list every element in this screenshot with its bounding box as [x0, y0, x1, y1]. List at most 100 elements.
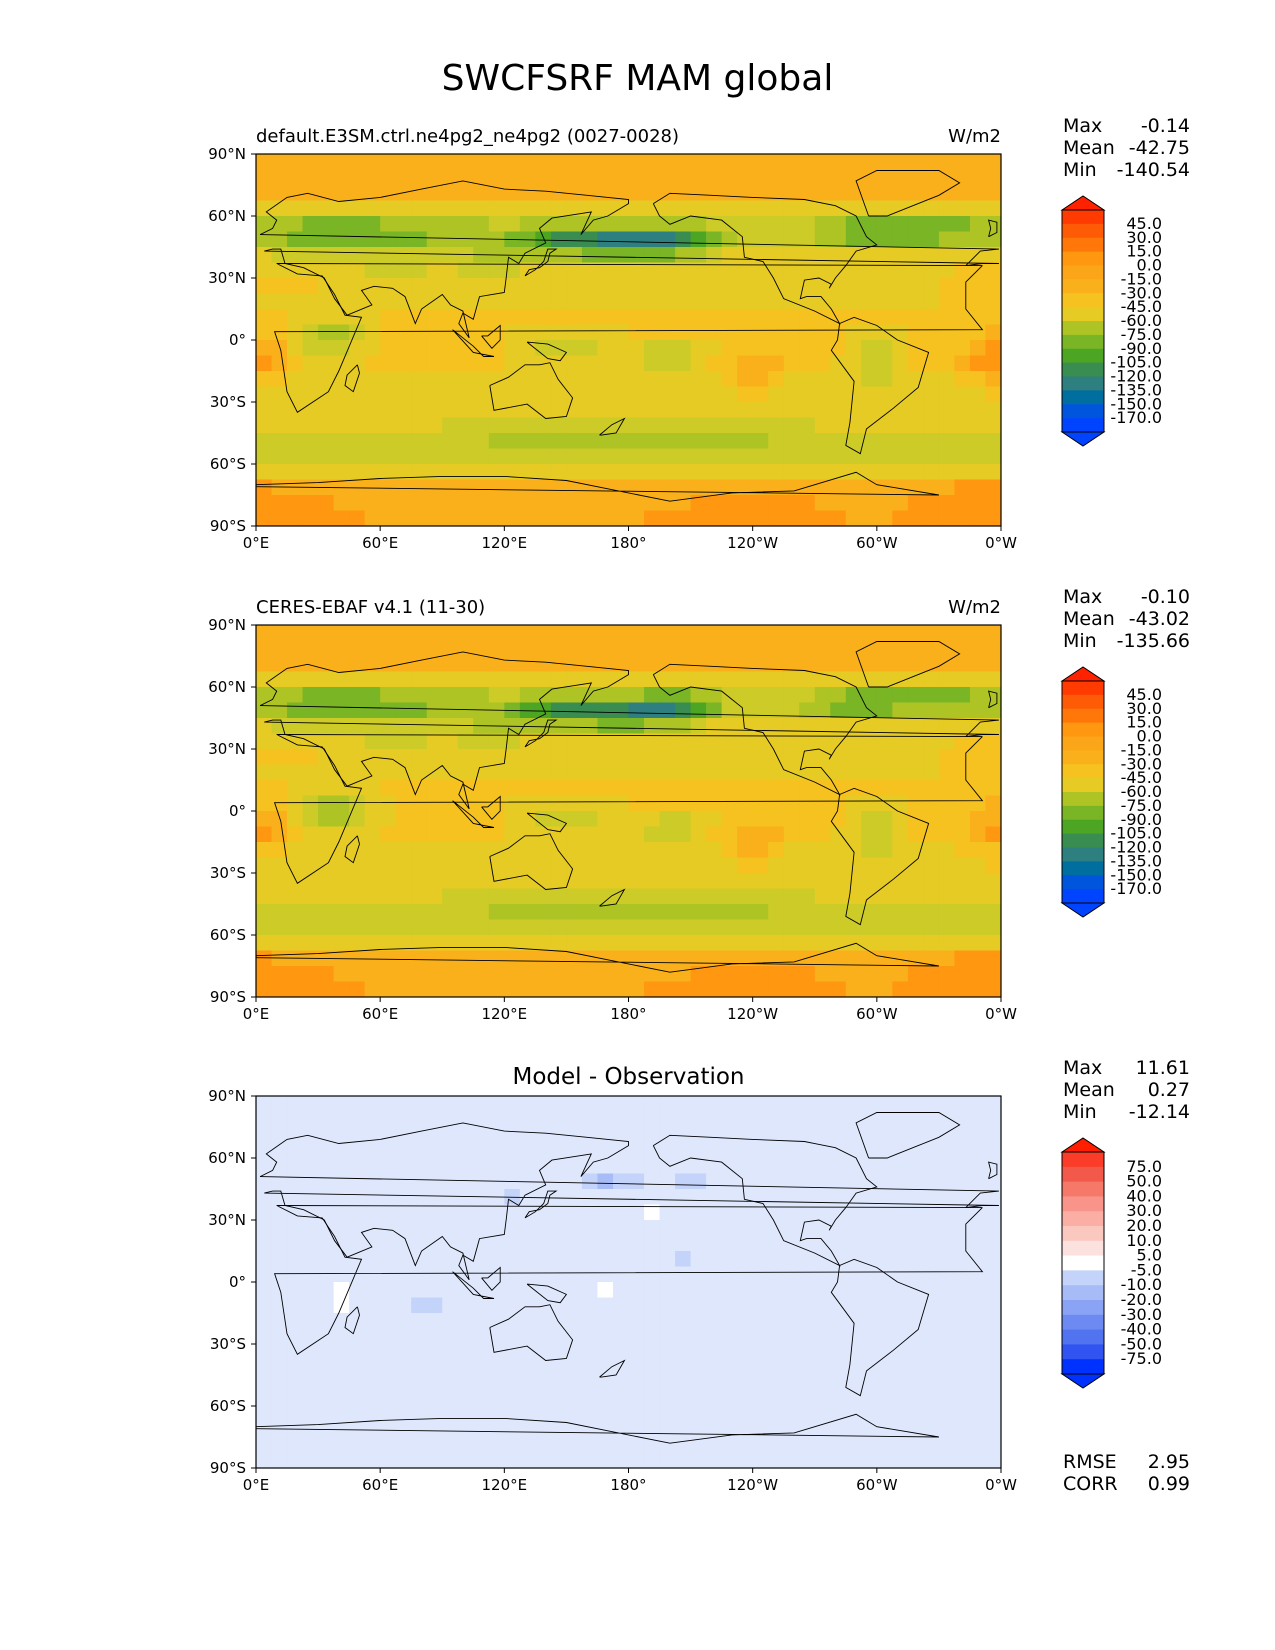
- field-cell: [876, 1452, 893, 1468]
- field-cell: [597, 1390, 614, 1407]
- field-cell: [938, 293, 956, 310]
- field-cell: [659, 247, 676, 264]
- field-cell: [256, 873, 273, 890]
- field-cell: [302, 811, 319, 828]
- field-cell: [597, 1127, 614, 1144]
- field-cell: [814, 1297, 831, 1314]
- field-cell: [861, 1266, 878, 1283]
- field-cell: [566, 764, 583, 781]
- colorbar-cell: [1062, 833, 1104, 848]
- field-cell: [457, 200, 474, 217]
- field-cell: [550, 495, 568, 512]
- field-cell: [892, 371, 909, 388]
- field-cell: [364, 495, 381, 512]
- field-cell: [954, 185, 971, 202]
- coastlines: [256, 1112, 999, 1444]
- field-cell: [457, 981, 474, 997]
- x-tick-label: 0°W: [985, 534, 1017, 552]
- colorbar-cell: [1062, 819, 1104, 835]
- field-cell: [349, 200, 366, 217]
- field-cell: [488, 371, 505, 388]
- field-cell: [938, 510, 956, 526]
- field-cell: [892, 919, 909, 936]
- field-cell: [923, 278, 940, 295]
- field-cell: [830, 733, 847, 750]
- field-cell: [861, 340, 878, 357]
- field-cell: [628, 278, 645, 295]
- field-cell: [349, 625, 366, 642]
- field-cell: [349, 1390, 366, 1407]
- field-cell: [256, 811, 273, 828]
- field-cell: [318, 1359, 335, 1376]
- field-cell: [799, 1452, 816, 1468]
- field-cell: [581, 873, 599, 890]
- field-cell: [504, 935, 521, 952]
- field-cell: [380, 1142, 397, 1159]
- field-cell: [628, 842, 645, 859]
- field-cell: [768, 231, 785, 248]
- x-tick-label: 180°: [610, 1476, 646, 1494]
- field-cell: [799, 1266, 816, 1283]
- field-cell: [411, 950, 428, 967]
- field-cell: [690, 1158, 707, 1175]
- field-cell: [752, 687, 769, 704]
- field-cell: [364, 510, 381, 526]
- field-cell: [892, 1452, 909, 1468]
- field-cell: [364, 1344, 381, 1361]
- field-cell: [876, 718, 893, 735]
- field-cell: [830, 919, 847, 936]
- field-cell: [938, 935, 956, 952]
- field-cell: [783, 966, 800, 983]
- field-cell: [969, 1452, 987, 1468]
- field-cell: [954, 795, 971, 812]
- field-cell: [364, 340, 381, 357]
- field-cell: [938, 247, 956, 264]
- field-cell: [395, 1359, 412, 1376]
- field-cell: [473, 1220, 490, 1237]
- field-cell: [861, 185, 878, 202]
- field-cell: [411, 231, 428, 248]
- field-cell: [737, 749, 754, 766]
- field-cell: [504, 733, 521, 750]
- field-cell: [969, 495, 987, 512]
- field-cell: [271, 1235, 288, 1252]
- field-cell: [721, 479, 738, 496]
- field-cell: [690, 1344, 707, 1361]
- field-cell: [628, 811, 645, 828]
- field-cell: [519, 309, 536, 326]
- field-cell: [892, 857, 909, 874]
- field-cell: [923, 1173, 940, 1190]
- field-cell: [597, 1096, 614, 1113]
- field-cell: [706, 1437, 723, 1454]
- field-cell: [566, 1266, 583, 1283]
- field-cell: [644, 200, 661, 217]
- field-cell: [985, 1375, 1001, 1392]
- field-cell: [488, 1313, 505, 1330]
- field-cell: [675, 386, 692, 403]
- field-cell: [659, 749, 676, 766]
- field-cell: [690, 495, 707, 512]
- field-cell: [830, 371, 847, 388]
- field-cell: [488, 950, 505, 967]
- field-cell: [364, 1096, 381, 1113]
- field-cell: [752, 231, 769, 248]
- field-cell: [612, 417, 630, 434]
- field-cell: [612, 764, 630, 781]
- field-cell: [675, 795, 692, 812]
- field-cell: [876, 1096, 893, 1113]
- field-cell: [690, 842, 707, 859]
- corr-value: 0.99: [1148, 1473, 1190, 1495]
- field-cell: [721, 231, 738, 248]
- field-cell: [333, 733, 350, 750]
- field-cell: [752, 1406, 769, 1423]
- field-cell: [473, 935, 490, 952]
- field-cell: [845, 185, 862, 202]
- field-cell: [768, 1251, 785, 1268]
- field-cell: [566, 448, 583, 465]
- field-cell: [271, 355, 288, 372]
- field-cell: [737, 1359, 754, 1376]
- field-cell: [799, 733, 816, 750]
- field-cell: [535, 1344, 552, 1361]
- field-cell: [861, 510, 878, 526]
- field-cell: [519, 1390, 536, 1407]
